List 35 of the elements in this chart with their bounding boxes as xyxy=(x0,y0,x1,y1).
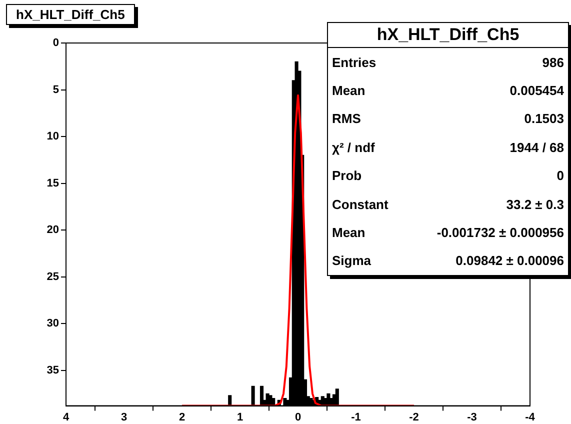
chart-title: hX_HLT_Diff_Ch5 xyxy=(6,4,135,25)
annotation: 0.1503 xyxy=(524,111,564,126)
annotation: Sigma xyxy=(332,253,372,268)
annotation: Constant xyxy=(332,196,388,212)
annotation: -0.001732 ± 0.000956 xyxy=(436,225,564,240)
annotation: Mean xyxy=(332,225,366,240)
x-tick-label: 2 xyxy=(178,411,186,424)
y-tick-label: 35 xyxy=(46,364,59,376)
annotation: Entries xyxy=(332,54,376,70)
x-tick-label: -1 xyxy=(351,411,361,424)
y-tick-label: 25 xyxy=(46,270,59,283)
annotation: 33.2 ± 0.3 xyxy=(506,196,564,212)
y-tick-label: 0 xyxy=(52,37,59,50)
annotation: 0.09842 ± 0.00096 xyxy=(456,253,564,268)
y-tick-label: 5 xyxy=(52,84,59,96)
x-tick-label: 4 xyxy=(62,411,70,424)
y-tick-label: 20 xyxy=(46,224,59,236)
x-tick-label: -3 xyxy=(467,411,477,424)
x-tick-label: -2 xyxy=(409,411,419,424)
annotation: RMS xyxy=(332,111,361,126)
x-tick-label: 0 xyxy=(294,411,302,424)
annotation: Mean xyxy=(332,83,366,98)
text: 986 xyxy=(542,54,564,70)
annotation: 0.005454 xyxy=(510,83,564,98)
x-tick-label: 1 xyxy=(236,411,244,424)
x-tick-label: 3 xyxy=(120,411,128,424)
annotation: 1944 / 68 xyxy=(510,140,564,155)
x-tick-label: -4 xyxy=(525,411,536,424)
annotation: χ² / ndf xyxy=(332,140,375,155)
y-tick-label: 15 xyxy=(46,177,59,190)
annotation: Prob xyxy=(332,168,362,184)
text: 0 xyxy=(556,168,564,184)
y-tick-label: 10 xyxy=(46,130,59,143)
annotation: hX_HLT_Diff_Ch5 xyxy=(328,23,568,48)
y-tick-label: 30 xyxy=(46,318,59,330)
